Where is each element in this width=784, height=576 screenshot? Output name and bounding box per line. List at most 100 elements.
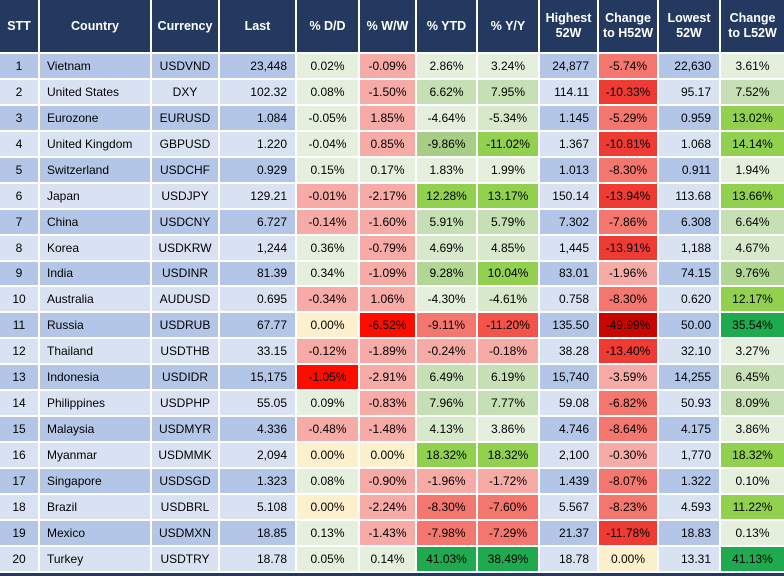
cell-low: 95.17 (659, 79, 721, 106)
cell-currency: USDTRY (152, 546, 220, 573)
cell-country: United Kingdom (40, 131, 152, 158)
cell-high: 1.145 (540, 105, 599, 132)
cell-yy: 18.32% (478, 443, 540, 469)
cell-last: 67.77 (220, 313, 297, 340)
cell-last: 81.39 (220, 261, 297, 288)
cell-chg_l: 9.76% (721, 261, 784, 288)
cell-yy: 7.95% (478, 79, 540, 106)
cell-stt: 3 (0, 105, 40, 132)
cell-yy: 1.99% (478, 157, 540, 184)
cell-chg_h: -13.94% (599, 183, 659, 210)
cell-dd: 0.09% (297, 391, 360, 418)
column-header-stt: STT (0, 0, 40, 54)
cell-yy: -11.02% (478, 131, 540, 158)
cell-country: Australia (40, 287, 152, 314)
cell-low: 0.911 (659, 157, 721, 184)
cell-stt: 1 (0, 54, 40, 80)
cell-dd: 0.00% (297, 313, 360, 340)
cell-ytd: 7.96% (417, 391, 478, 418)
cell-chg_l: 0.10% (721, 469, 784, 495)
table-header: STT Country Currency Last% D/D% W/W% YTD% Y… (0, 0, 784, 54)
cell-dd: 0.13% (297, 520, 360, 547)
cell-dd: 0.36% (297, 235, 360, 262)
cell-dd: 0.00% (297, 494, 360, 521)
cell-last: 129.21 (220, 183, 297, 210)
cell-ytd: 5.91% (417, 209, 478, 236)
cell-last: 4.336 (220, 417, 297, 444)
cell-high: 135.50 (540, 313, 599, 340)
cell-chg_l: 11.22% (721, 494, 784, 521)
cell-chg_h: -3.59% (599, 365, 659, 392)
cell-last: 15,175 (220, 365, 297, 392)
cell-low: 0.959 (659, 105, 721, 132)
cell-stt: 11 (0, 313, 40, 340)
cell-chg_l: 6.64% (721, 209, 784, 236)
column-header-ww: % W/W (360, 0, 417, 54)
cell-currency: USDMYR (152, 417, 220, 444)
table-row: 11 Russia USDRUB 67.77 0.00% -6.52% -9.11% -11.… (0, 313, 784, 340)
cell-low: 0.620 (659, 287, 721, 314)
cell-dd: -0.34% (297, 287, 360, 314)
cell-high: 150.14 (540, 183, 599, 210)
cell-stt: 2 (0, 79, 40, 106)
table-row: 12 Thailand USDTHB 33.15 -0.12% -1.89% -0.24% -… (0, 339, 784, 366)
cell-high: 24,877 (540, 54, 599, 80)
cell-country: Indonesia (40, 365, 152, 392)
table-row: 19 Mexico USDMXN 18.85 0.13% -1.43% -7.98% -7.2… (0, 520, 784, 547)
table-row: 7 China USDCNY 6.727 -0.14% -1.60% 5.91% 5.79% 7… (0, 209, 784, 236)
cell-dd: -0.12% (297, 339, 360, 366)
cell-ww: 0.00% (360, 443, 417, 469)
cell-yy: 4.85% (478, 235, 540, 262)
cell-chg_l: 3.61% (721, 54, 784, 80)
cell-currency: USDBRL (152, 494, 220, 521)
cell-chg_l: 1.94% (721, 157, 784, 184)
cell-last: 2,094 (220, 443, 297, 469)
cell-country: Korea (40, 235, 152, 262)
cell-high: 1,445 (540, 235, 599, 262)
cell-last: 33.15 (220, 339, 297, 366)
cell-country: Russia (40, 313, 152, 340)
table-bottom-edge (0, 573, 784, 576)
cell-yy: -5.34% (478, 105, 540, 132)
cell-ytd: -9.11% (417, 313, 478, 340)
cell-stt: 5 (0, 157, 40, 184)
cell-chg_h: -0.30% (599, 443, 659, 469)
cell-stt: 18 (0, 494, 40, 521)
cell-yy: -11.20% (478, 313, 540, 340)
cell-ytd: 12.28% (417, 183, 478, 210)
table-row: 13 Indonesia USDIDR 15,175 -1.05% -2.91% 6.49%… (0, 365, 784, 392)
cell-stt: 12 (0, 339, 40, 366)
cell-ytd: 4.69% (417, 235, 478, 262)
cell-stt: 6 (0, 183, 40, 210)
cell-chg_h: -8.23% (599, 494, 659, 521)
cell-stt: 8 (0, 235, 40, 262)
cell-high: 2,100 (540, 443, 599, 469)
cell-country: India (40, 261, 152, 288)
cell-last: 23,448 (220, 54, 297, 80)
cell-ytd: -0.24% (417, 339, 478, 366)
cell-low: 4.175 (659, 417, 721, 444)
cell-currency: USDCHF (152, 157, 220, 184)
cell-country: Singapore (40, 469, 152, 495)
cell-currency: GBPUSD (152, 131, 220, 158)
table-body: 1 Vietnam USDVND 23,448 0.02% -0.09% 2.86% 3.24… (0, 54, 784, 573)
cell-high: 1.013 (540, 157, 599, 184)
cell-country: Thailand (40, 339, 152, 366)
column-header-ytd: % YTD (417, 0, 478, 54)
column-header-currency: Currency (152, 0, 220, 54)
cell-dd: 0.08% (297, 79, 360, 106)
cell-high: 21.37 (540, 520, 599, 547)
cell-ytd: 41.03% (417, 546, 478, 573)
cell-country: Mexico (40, 520, 152, 547)
cell-ww: -1.50% (360, 79, 417, 106)
cell-currency: USDMXN (152, 520, 220, 547)
cell-last: 1.084 (220, 105, 297, 132)
cell-country: China (40, 209, 152, 236)
cell-low: 1.322 (659, 469, 721, 495)
cell-last: 55.05 (220, 391, 297, 418)
cell-chg_l: 12.17% (721, 287, 784, 314)
cell-ytd: 6.49% (417, 365, 478, 392)
cell-currency: USDIDR (152, 365, 220, 392)
cell-last: 1,244 (220, 235, 297, 262)
cell-yy: -7.60% (478, 494, 540, 521)
